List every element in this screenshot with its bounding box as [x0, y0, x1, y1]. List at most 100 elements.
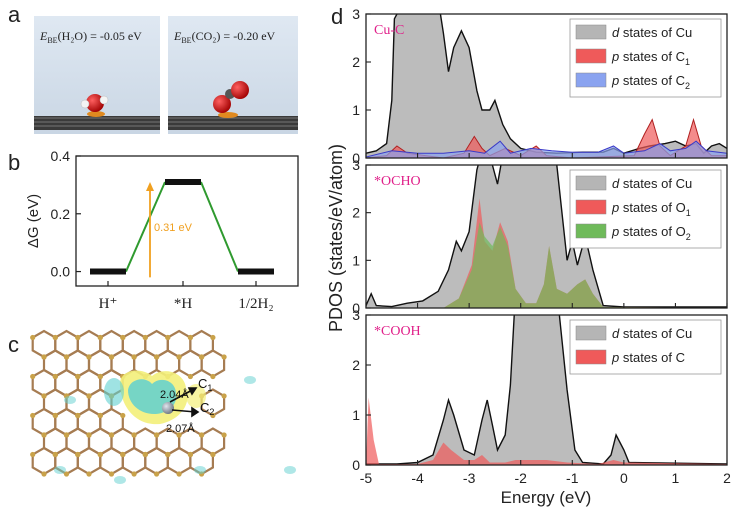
pdos-legend-swatch	[575, 72, 607, 88]
pdos-line	[366, 14, 727, 155]
isosurface-blob	[64, 396, 76, 404]
pdos-subplot-title: *COOH	[374, 324, 421, 339]
panel-b-xtick-label: 1/2H₂	[238, 296, 273, 312]
lattice-atom	[108, 354, 115, 360]
lattice-atom	[75, 373, 81, 380]
lattice-atom	[154, 354, 160, 360]
lattice-atom	[210, 373, 216, 380]
pdos-ytick-label: 2	[352, 357, 360, 373]
lattice-atom	[154, 471, 160, 477]
lattice-atom	[210, 451, 216, 458]
lattice-atom	[30, 451, 36, 458]
lattice-atom	[75, 412, 81, 419]
pdos-ytick-label: 2	[352, 54, 360, 70]
pdos-ytick-label: 0	[352, 457, 360, 473]
lattice-atom	[97, 451, 103, 458]
isosurface-blob	[54, 466, 66, 474]
pdos-legend-swatch	[575, 349, 607, 365]
panel-d-chart: PDOS (states/eV/atom) Energy (eV) 0 1 2 3 Cu…	[326, 6, 731, 507]
panel-b-xtick-label: H⁺	[99, 296, 118, 312]
lattice-atom	[142, 451, 148, 458]
isosurface-blob	[284, 466, 296, 474]
pdos-xtick-label: 1	[672, 470, 680, 486]
lattice-hexagon	[189, 446, 214, 476]
lattice-atom	[210, 334, 216, 341]
graphene-sheet-1	[34, 116, 160, 130]
lattice-hexagon	[200, 349, 226, 378]
lattice-atom	[97, 412, 103, 419]
pdos-ytick-label: 2	[352, 205, 360, 221]
panel-b-connector	[200, 181, 239, 272]
panel-a-label-h2o: EBE(H₂O) = -0.05 eV	[39, 29, 142, 45]
bond-length-1: 2.04Å	[160, 388, 189, 401]
pdos-xtick-label: -5	[360, 470, 373, 486]
pdos-line	[366, 140, 727, 158]
isosurface-blob	[114, 476, 126, 484]
pdos-legend-swatch	[575, 175, 607, 191]
pdos-area	[366, 165, 727, 308]
panel-letter-a: a	[8, 2, 21, 27]
pdos-legend-swatch	[575, 199, 607, 215]
pdos-legend-label: p states of C2	[611, 73, 690, 91]
lattice-hexagon	[76, 446, 102, 476]
lattice-atom	[63, 471, 70, 477]
lattice-atom	[30, 412, 36, 419]
panel-b-xtick-label: *H	[174, 296, 193, 312]
pdos-subplot-0	[366, 14, 727, 158]
atom-label-c2: C2	[200, 400, 214, 417]
pdos-legend-label: d states of Cu	[612, 176, 692, 191]
pdos-legend-label: p states of C	[611, 350, 685, 365]
panel-letter-d: d	[331, 4, 343, 29]
lattice-atom	[165, 334, 171, 341]
lattice-atom	[120, 412, 126, 419]
pdos-xtick-label: -4	[411, 470, 424, 486]
lattice-atom	[97, 373, 103, 380]
pdos-legend-swatch	[575, 48, 607, 64]
panel-b-ylabel: ΔG (eV)	[25, 194, 42, 248]
panel-letter-c: c	[8, 332, 19, 357]
graphene-lattice	[30, 329, 296, 484]
lattice-atom	[187, 334, 193, 341]
lattice-atom	[221, 393, 227, 399]
pdos-legend-swatch	[575, 24, 607, 40]
lattice-atom	[210, 412, 216, 419]
lattice-atom	[176, 354, 182, 360]
lattice-atom	[142, 334, 148, 341]
pdos-ytick-label: 1	[352, 252, 360, 268]
isosurface-blob	[244, 376, 256, 384]
pdos-ytick-label: 3	[352, 157, 360, 173]
pdos-area	[366, 222, 727, 308]
lattice-atom	[187, 373, 193, 380]
lattice-atom	[52, 334, 58, 341]
lattice-hexagon	[99, 446, 124, 476]
pdos-area	[366, 315, 727, 465]
lattice-atom	[97, 334, 103, 341]
h2o-molecule	[80, 94, 109, 117]
lattice-atom	[30, 334, 36, 341]
lattice-atom	[86, 393, 92, 399]
panel-b-connector	[125, 181, 166, 272]
pdos-legend-swatch	[575, 223, 607, 239]
pdos-subplot-title: Cu-C	[374, 23, 404, 38]
pdos-xtick-label: 2	[723, 470, 731, 486]
panel-b-ytick-label: 0.2	[51, 206, 71, 222]
lattice-atom	[41, 354, 47, 360]
pdos-area	[366, 141, 727, 158]
lattice-atom	[176, 471, 182, 477]
panel-d-ylabel: PDOS (states/eV/atom)	[326, 144, 346, 332]
isosurface-blob	[194, 466, 206, 474]
pdos-subplot-title: *OCHO	[374, 174, 421, 189]
pdos-frame	[365, 314, 728, 466]
panel-c: 2.04Å 2.07Å C1 C2	[30, 329, 296, 484]
lattice-hexagon	[166, 446, 192, 476]
lattice-atom	[199, 354, 205, 360]
pdos-legend-swatch	[575, 325, 607, 341]
lattice-atom	[120, 451, 126, 458]
lattice-atom	[86, 471, 92, 477]
panel-letter-b: b	[8, 150, 20, 175]
pdos-legend-label: d states of Cu	[612, 326, 692, 341]
lattice-hexagon	[31, 446, 57, 476]
pdos-frame	[365, 164, 728, 309]
pdos-ytick-label: 0	[352, 150, 360, 166]
